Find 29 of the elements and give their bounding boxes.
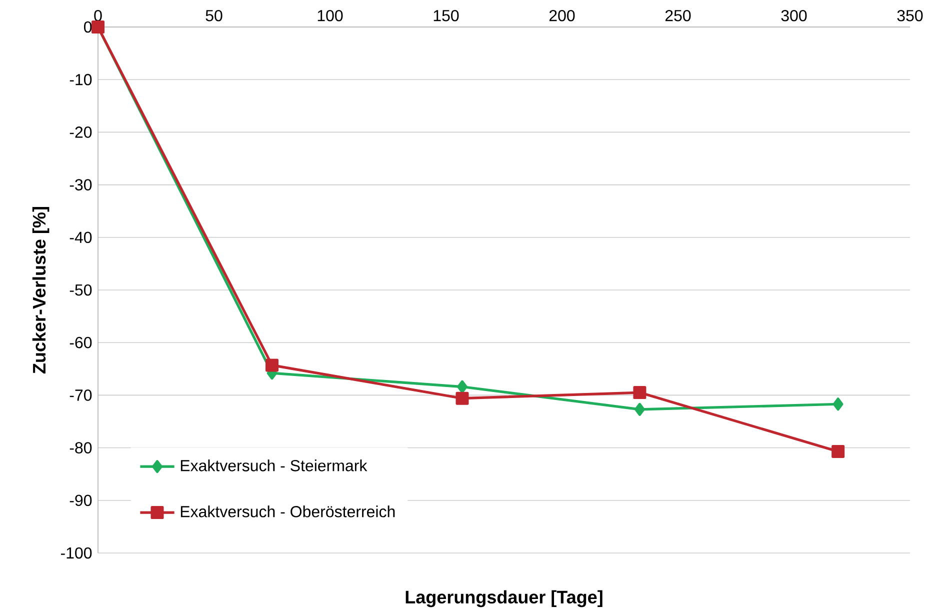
- x-tick-label: 50: [206, 10, 222, 22]
- y-tick-label: -70: [70, 390, 92, 401]
- x-tick-label: 150: [434, 10, 459, 22]
- legend-label: Exaktversuch - Oberösterreich: [180, 506, 395, 518]
- y-tick-label: 0: [84, 21, 92, 33]
- x-tick-label: 250: [665, 10, 691, 22]
- x-tick-label: 100: [318, 10, 343, 22]
- y-tick-label: -20: [70, 126, 92, 138]
- y-tick-label: -60: [70, 336, 92, 348]
- x-axis-title: Lagerungsdauer [Tage]: [406, 590, 602, 608]
- x-tick-label: 300: [781, 10, 807, 22]
- point: [832, 444, 845, 458]
- point: [266, 358, 278, 372]
- point: [456, 392, 469, 405]
- x-tick-label: 350: [897, 10, 923, 22]
- x-tick-label: 200: [549, 10, 575, 22]
- y-tick-label: -80: [70, 442, 92, 454]
- y-tick-label: -40: [70, 232, 92, 244]
- point: [633, 386, 646, 400]
- y-tick-label: -30: [70, 179, 92, 190]
- y-axis-title: Zucker-Verluste [%]: [32, 207, 50, 374]
- y-tick-label: -50: [70, 284, 92, 296]
- point: [832, 398, 844, 411]
- point: [634, 402, 645, 416]
- point: [457, 380, 468, 394]
- legend-label: Exaktversuch - Steiermark: [180, 460, 368, 472]
- y-tick-label: -90: [70, 494, 92, 506]
- y-tick-label: -10: [70, 74, 92, 86]
- y-tick-label: -100: [60, 547, 92, 559]
